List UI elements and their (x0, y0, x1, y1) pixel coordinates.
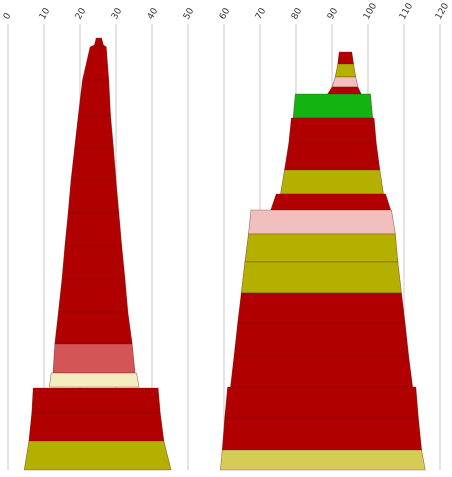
x-tick-labels: 0 10 20 30 40 50 60 70 80 90 100 110 120 (2, 1, 451, 21)
right-band-14 (230, 355, 413, 388)
x-tick-label: 50 (182, 6, 197, 21)
left-band-11 (52, 343, 136, 374)
x-tick-label: 80 (290, 6, 305, 21)
right-band-8 (270, 193, 392, 211)
x-tick-label: 40 (146, 6, 161, 21)
x-tick-label: 60 (218, 6, 233, 21)
left-band-6 (67, 179, 120, 214)
left-band-15 (23, 440, 172, 471)
shape-left (23, 37, 172, 471)
left-band-14 (28, 412, 165, 442)
right-band-13 (233, 322, 410, 357)
x-tick-label: 120 (434, 1, 451, 21)
left-band-13 (31, 387, 161, 414)
right-band-1 (334, 63, 357, 78)
x-tick-label: 10 (38, 6, 53, 21)
left-band-4 (74, 115, 114, 149)
shape-right (220, 51, 426, 471)
right-band-0 (337, 51, 354, 65)
right-band-3 (327, 86, 362, 95)
right-band-15 (224, 386, 419, 419)
left-band-7 (64, 212, 123, 247)
right-band-11 (240, 261, 402, 294)
right-band-7 (280, 169, 384, 195)
x-tick-label: 70 (254, 6, 269, 21)
right-band-6 (284, 142, 381, 171)
x-tick-label: 0 (2, 11, 14, 21)
left-band-2 (82, 46, 110, 81)
right-band-10 (244, 233, 399, 263)
x-tick-label: 20 (74, 6, 89, 21)
right-band-17 (220, 449, 426, 471)
left-band-8 (61, 245, 126, 280)
right-band-4 (292, 93, 374, 119)
left-band-0 (94, 37, 104, 46)
left-band-9 (58, 278, 129, 313)
x-tick-label: 90 (326, 6, 341, 21)
right-band-2 (331, 76, 359, 88)
left-band-5 (70, 147, 117, 181)
right-band-5 (288, 117, 377, 144)
right-band-12 (237, 292, 406, 324)
x-tick-label: 30 (110, 6, 125, 21)
left-band-10 (54, 311, 133, 345)
right-band-9 (248, 209, 396, 235)
right-band-16 (221, 417, 422, 451)
x-tick-label: 110 (398, 1, 415, 21)
x-tick-label: 100 (362, 1, 379, 21)
left-band-12 (49, 372, 140, 388)
left-band-3 (77, 79, 111, 117)
